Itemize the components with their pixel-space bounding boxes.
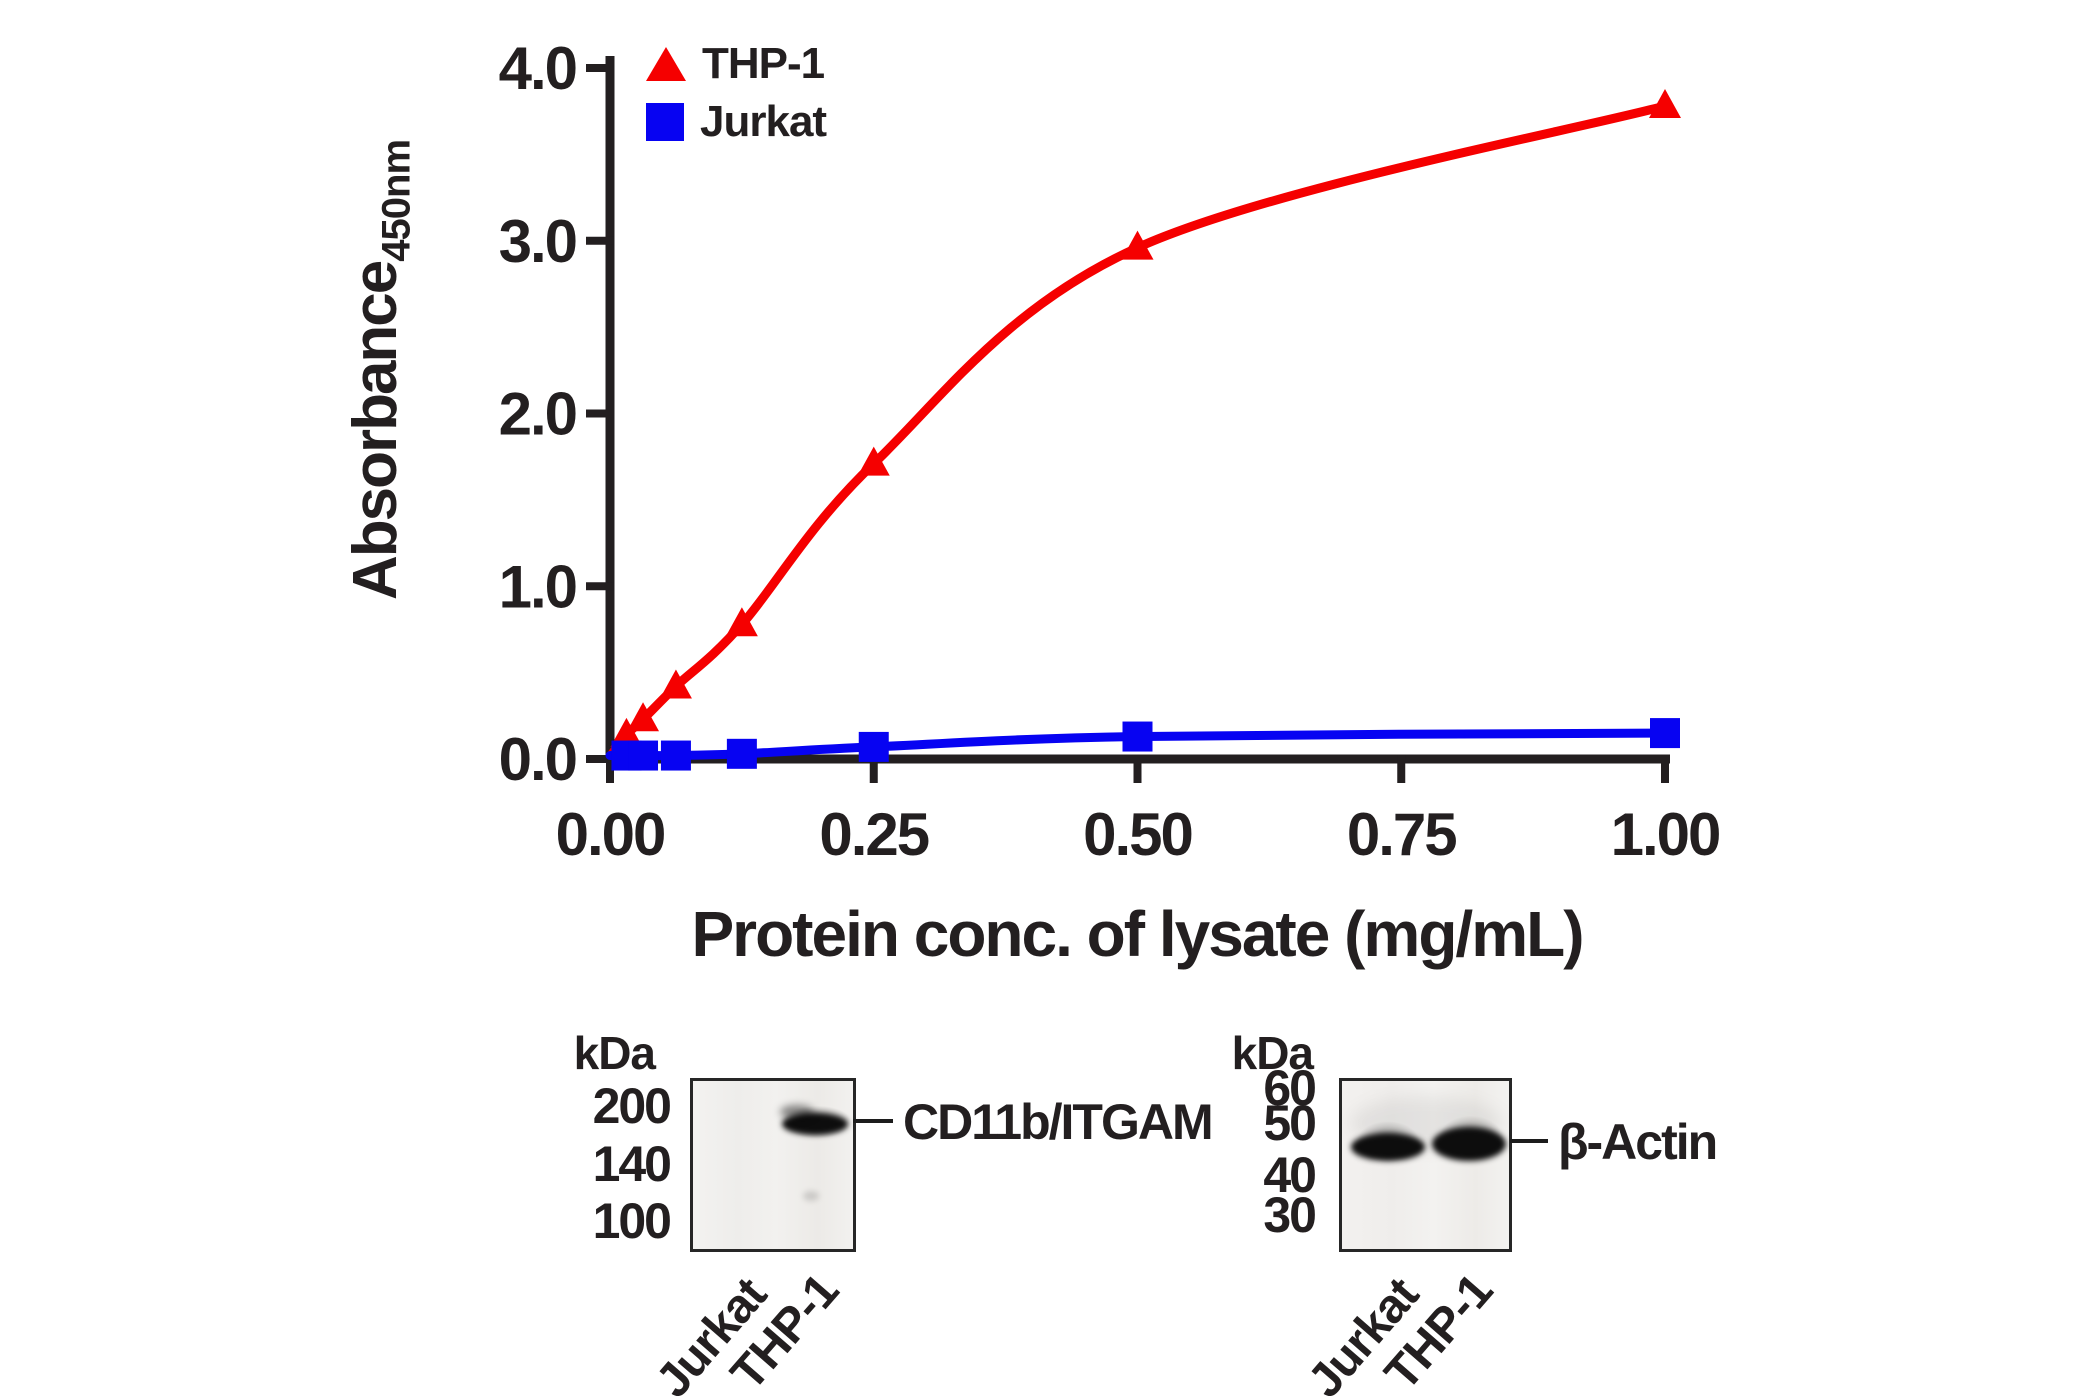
legend-label-jurkat: Jurkat [700,97,827,146]
y-axis-title: Absorbance450nm [340,0,430,770]
y-tick-label: 3.0 [499,208,576,275]
thp1-curve [607,101,1670,759]
y-tick-label: 0.0 [499,726,576,793]
cd11b-band-label: CD11b/ITGAM [903,1094,1214,1150]
y-axis-title-subscript: 450nm [374,139,419,262]
cd11b-kda-header: kDa [573,1027,656,1079]
cd11b-marker-100: 100 [592,1193,672,1249]
x-tick-label: 0.50 [1083,801,1192,868]
y-tick-label: 1.0 [499,553,576,620]
legend-item-jurkat: Jurkat [646,97,827,146]
thp1-data-point-triangle [627,702,660,732]
y-tick-label: 4.0 [499,35,576,102]
x-tick-label: 0.75 [1347,801,1456,868]
thp1-triangle-marker-icon [646,47,686,81]
actin-blot-image [1339,1078,1516,1252]
x-tick-label: 1.00 [1611,801,1720,868]
jurkat-data-point-square [628,740,659,771]
y-axis-title-text: Absorbance [341,261,410,601]
cd11b-marker-200: 200 [592,1078,672,1134]
jurkat-data-point-square [858,731,889,762]
thp1-data-point-triangle [1649,89,1681,119]
actin-marker-60: 60 [1263,1060,1317,1116]
jurkat-data-point-square [726,738,757,769]
x-tick-label: 0.25 [819,801,928,868]
actin-band-jurkat [1351,1133,1425,1161]
cd11b-blot-image [690,1078,865,1252]
thp1-data-point-triangle [659,669,692,699]
thp1-data-point-triangle [857,446,890,476]
thp1-data-point-triangle [1121,230,1154,260]
chart-legend: THP-1 Jurkat [646,39,827,156]
jurkat-data-point-square [660,740,691,771]
actin-kda-header: kDa [1231,1027,1314,1079]
thp1-data-point-triangle [610,717,643,747]
actin-marker-40: 40 [1263,1147,1317,1203]
thp1-data-point-triangle [725,607,758,637]
cd11b-band-thp1 [782,1113,848,1135]
actin-marker-50: 50 [1263,1095,1317,1151]
actin-band-thp1 [1432,1127,1506,1161]
actin-marker-30: 30 [1263,1187,1317,1243]
cd11b-pointer-line [853,1119,893,1123]
jurkat-square-marker-icon [646,103,684,141]
legend-item-thp1: THP-1 [646,39,826,88]
cd11b-band-smear [780,1105,814,1119]
legend-label-thp1: THP-1 [702,39,825,88]
actin-band-label: β-Actin [1558,1114,1718,1170]
x-axis-title: Protein conc. of lysate (mg/mL) [691,898,1584,970]
jurkat-data-point-square [1122,721,1153,752]
jurkat-data-point-square [1650,718,1680,749]
y-tick-label: 2.0 [499,381,576,448]
actin-pointer-line [1510,1139,1548,1143]
x-tick-label: 0.00 [556,801,665,868]
elisa-chart: 0.00 0.25 0.50 0.75 1.00 0.0 1.0 2.0 3.0 4.0 [499,35,1722,868]
cd11b-faint-spot [803,1191,819,1201]
cd11b-marker-140: 140 [592,1136,672,1192]
